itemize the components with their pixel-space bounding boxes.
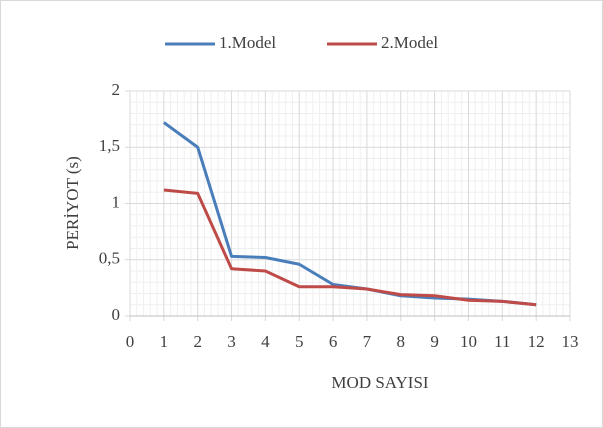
legend-label: 1.Model — [219, 33, 276, 52]
y-tick-label: 0,5 — [99, 249, 120, 268]
series-line — [163, 188, 537, 307]
x-tick-label: 5 — [295, 332, 304, 351]
y-axis-label: PERİYOT (s) — [63, 156, 82, 250]
y-tick-label: 2 — [112, 80, 121, 99]
x-tick-label: 1 — [160, 332, 169, 351]
x-tick-label: 2 — [193, 332, 202, 351]
x-tick-label: 7 — [363, 332, 372, 351]
x-tick-label: 11 — [494, 332, 510, 351]
x-tick-label: 10 — [460, 332, 477, 351]
x-tick-label: 3 — [227, 332, 236, 351]
x-tick-label: 13 — [562, 332, 579, 351]
x-tick-label: 4 — [261, 332, 270, 351]
x-tick-label: 12 — [528, 332, 545, 351]
legend-label: 2.Model — [381, 33, 438, 52]
y-tick-label: 0 — [112, 305, 121, 324]
x-tick-label: 8 — [397, 332, 406, 351]
x-tick-label: 9 — [430, 332, 439, 351]
y-tick-label: 1 — [112, 192, 121, 211]
x-axis-label: MOD SAYISI — [331, 373, 428, 392]
y-tick-label: 1,5 — [99, 136, 120, 155]
x-tick-label: 0 — [126, 332, 135, 351]
x-tick-label: 6 — [329, 332, 338, 351]
